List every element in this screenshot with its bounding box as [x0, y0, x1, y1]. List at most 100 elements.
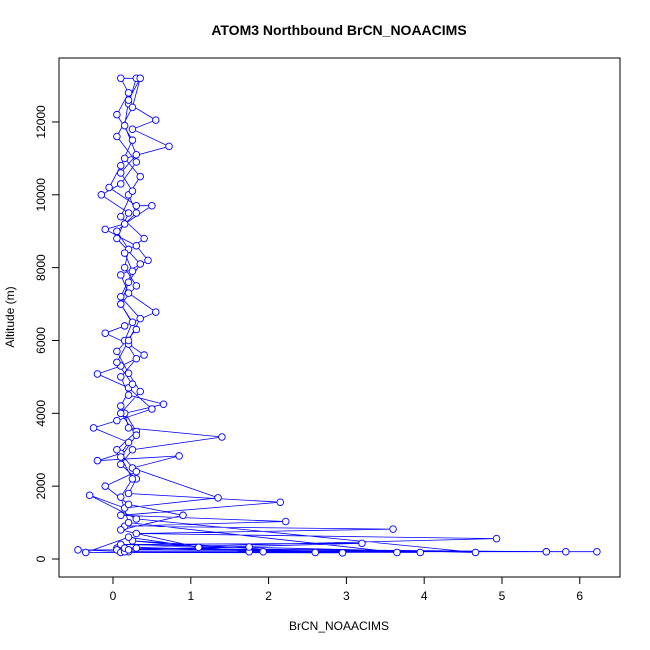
- data-point: [136, 172, 144, 181]
- x-tick-label: 1: [187, 589, 194, 603]
- data-point: [132, 325, 141, 334]
- data-point: [175, 452, 183, 460]
- data-point: [165, 142, 173, 151]
- data-point: [259, 547, 267, 556]
- data-point: [117, 161, 125, 170]
- data-point: [113, 110, 121, 119]
- data-point: [492, 534, 501, 543]
- x-tick-label: 3: [343, 589, 350, 603]
- data-point: [132, 158, 141, 166]
- data-point: [140, 234, 148, 243]
- data-point: [113, 132, 121, 141]
- data-point: [82, 548, 90, 557]
- data-point: [124, 438, 133, 447]
- data-point: [117, 511, 125, 520]
- data-point: [124, 96, 133, 104]
- data-point: [117, 526, 125, 534]
- data-point: [124, 391, 133, 399]
- y-tick-label: 12000: [34, 105, 48, 139]
- data-point: [393, 548, 401, 557]
- data-point: [117, 402, 125, 410]
- data-point: [93, 370, 102, 378]
- data-point: [358, 539, 366, 548]
- data-point: [132, 354, 141, 363]
- data-point: [136, 387, 144, 396]
- data-point: [132, 242, 141, 250]
- data-point: [140, 351, 148, 359]
- data-point: [117, 300, 125, 308]
- data-point: [179, 511, 187, 520]
- data-point: [117, 169, 125, 177]
- data-point: [128, 103, 137, 112]
- data-point: [113, 416, 121, 425]
- data-point: [124, 289, 133, 297]
- data-point: [128, 136, 137, 144]
- data-point: [117, 74, 125, 83]
- data-point: [132, 431, 141, 439]
- data-point: [128, 445, 137, 454]
- x-tick-label: 6: [576, 589, 583, 603]
- x-tick-label: 5: [499, 589, 506, 603]
- data-point: [124, 369, 133, 378]
- data-point: [113, 234, 121, 243]
- data-point: [124, 278, 133, 286]
- data-point: [120, 322, 129, 330]
- data-point: [132, 515, 141, 523]
- data-point: [132, 467, 141, 476]
- data-point: [117, 293, 125, 301]
- data-point: [120, 121, 129, 130]
- data-point: [132, 209, 141, 217]
- data-point: [245, 543, 253, 551]
- data-point: [136, 74, 144, 83]
- data-point: [101, 225, 109, 234]
- data-point: [101, 482, 109, 490]
- y-tick-label: 0: [34, 555, 48, 562]
- data-point: [593, 547, 601, 556]
- data-point: [124, 500, 133, 509]
- data-point: [117, 409, 125, 418]
- data-point: [97, 191, 106, 199]
- data-point: [276, 498, 285, 506]
- data-point: [281, 517, 290, 526]
- data-point: [124, 546, 133, 554]
- data-point: [120, 249, 129, 257]
- data-point: [132, 150, 141, 159]
- data-point: [144, 256, 152, 265]
- data-point: [214, 494, 222, 502]
- y-tick-label: 8000: [34, 254, 48, 281]
- data-point: [124, 533, 133, 541]
- data-point: [152, 116, 160, 124]
- data-point: [128, 125, 137, 133]
- data-point: [124, 89, 133, 97]
- data-point: [113, 358, 121, 367]
- x-tick-label: 2: [265, 589, 272, 603]
- data-point: [148, 405, 156, 413]
- y-axis-label: Altitude (m): [3, 286, 17, 347]
- data-point: [124, 518, 133, 527]
- data-point: [128, 475, 137, 483]
- data-point: [120, 154, 129, 163]
- data-point: [132, 529, 141, 538]
- data-point: [124, 209, 133, 217]
- data-point: [120, 220, 129, 228]
- data-point: [218, 433, 226, 441]
- data-point: [113, 445, 121, 454]
- data-point: [117, 453, 125, 461]
- data-point: [389, 525, 397, 533]
- data-point: [338, 549, 347, 557]
- chart-title: ATOM3 Northbound BrCN_NOAACIMS: [211, 22, 466, 38]
- data-point: [311, 548, 320, 557]
- data-point: [128, 187, 137, 195]
- data-point: [471, 548, 480, 557]
- data-point: [542, 547, 551, 556]
- data-point: [132, 544, 141, 552]
- data-point: [117, 271, 125, 279]
- data-point: [117, 180, 125, 188]
- data-point: [124, 489, 133, 498]
- data-point: [74, 546, 82, 554]
- data-point: [124, 424, 133, 432]
- data-point: [101, 329, 109, 337]
- data-point: [89, 424, 98, 432]
- data-point: [132, 201, 141, 210]
- data-point: [117, 493, 125, 501]
